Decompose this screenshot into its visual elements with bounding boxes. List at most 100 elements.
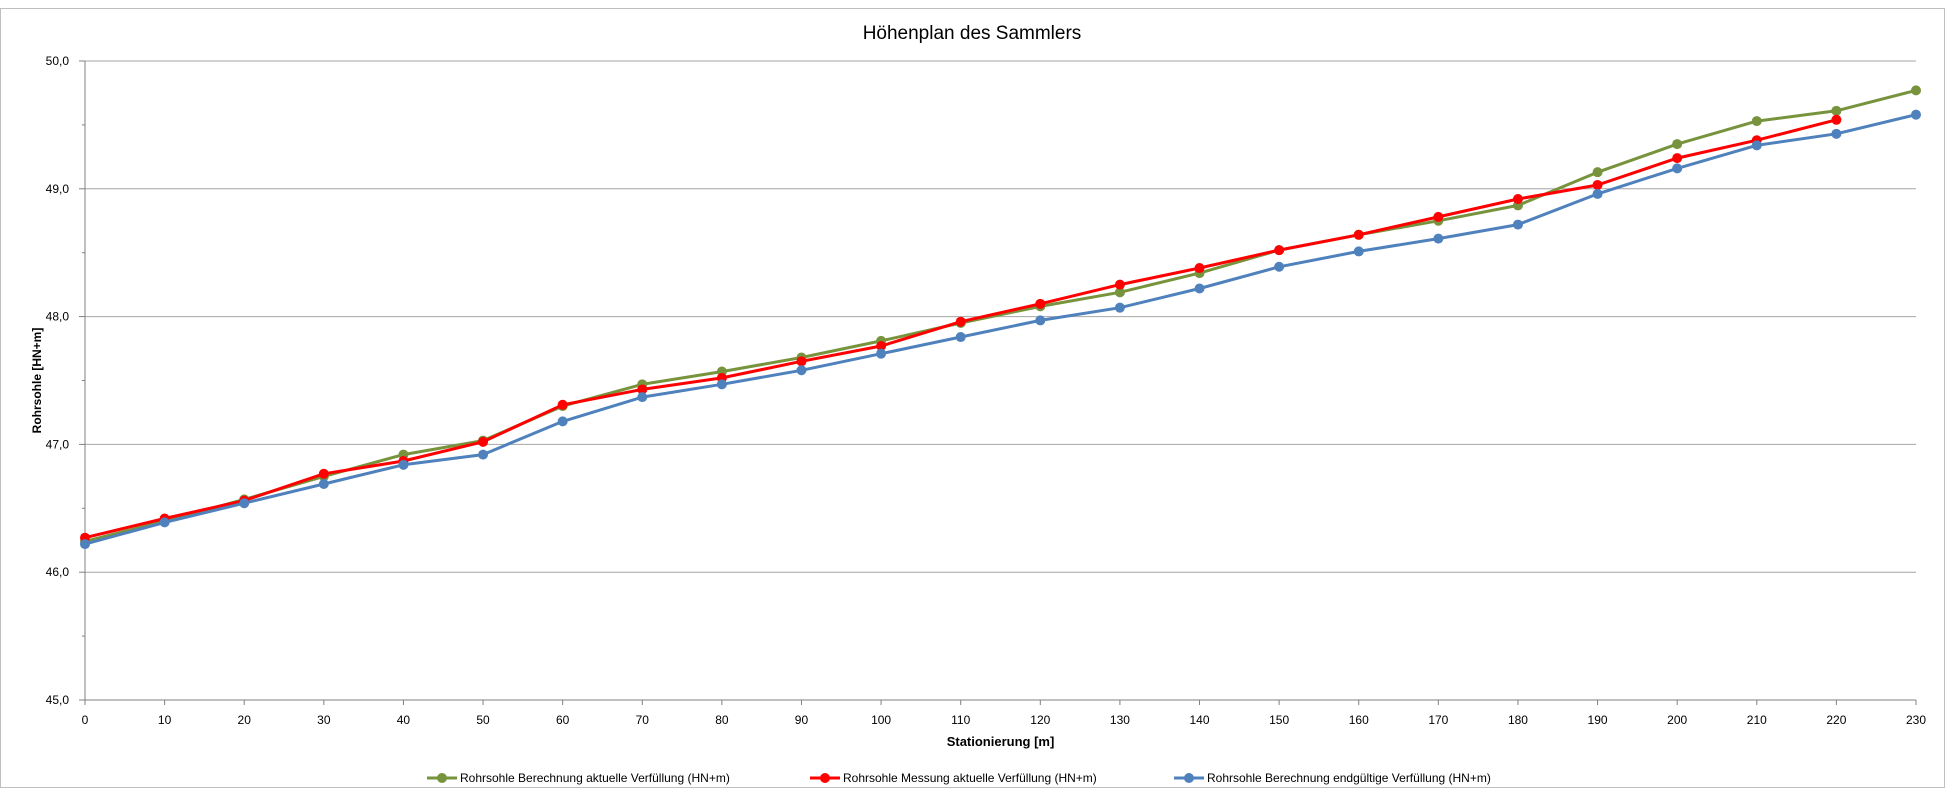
data-point [1592,188,1603,199]
x-tick-label: 50 [476,713,490,727]
x-tick-label: 180 [1508,713,1528,727]
x-tick-label: 230 [1906,713,1926,727]
legend-label: Rohrsohle Berechnung endgültige Verfüllu… [1207,771,1491,785]
data-point [955,316,966,327]
data-point [1353,246,1364,257]
chart-title: Höhenplan des Sammlers [863,23,1082,44]
data-point [1353,229,1364,240]
x-tick-label: 10 [158,713,172,727]
data-point [716,379,727,390]
data-point [557,416,568,427]
data-point [796,365,807,376]
y-tick-label: 45,0 [46,693,70,707]
data-point [80,539,90,550]
x-tick-label: 80 [715,713,729,727]
data-point [1274,261,1285,272]
y-tick-label: 48,0 [46,310,70,324]
data-point [637,384,648,395]
series-line [84,113,1917,546]
series-3 [80,109,1921,550]
data-point [1512,194,1523,205]
data-point [239,498,250,509]
data-point [1433,233,1444,244]
legend-marker [437,773,447,783]
data-point [1433,211,1444,222]
data-point [796,356,807,367]
x-axis-label: Stationierung [m] [947,734,1055,749]
x-tick-label: 130 [1110,713,1130,727]
data-point [637,392,648,403]
x-tick-label: 200 [1667,713,1687,727]
legend-label: Rohrsohle Messung aktuelle Verfüllung (H… [843,771,1097,785]
data-point [1592,179,1603,190]
x-tick-label: 190 [1588,713,1608,727]
legend-marker [1184,773,1194,783]
data-point [1274,245,1285,256]
data-point [318,468,329,479]
series-line [84,88,1917,543]
data-point [1194,283,1205,294]
legend-item-1: Rohrsohle Berechnung aktuelle Verfüllung… [427,771,730,785]
x-tick-labels: 0 10 20 30 40 50 60 70 80 90 100 110 120 130 140 150 160… [82,713,1927,727]
data-point [876,340,887,351]
x-tick-label: 150 [1269,713,1289,727]
y-axis-label: Rohrsohle [HN+m] [30,328,44,434]
data-point [1114,287,1125,298]
x-tick-label: 90 [795,713,809,727]
data-point [159,517,170,528]
data-point [1911,109,1921,120]
y-tick-label: 50,0 [46,54,70,68]
y-tick-label: 47,0 [46,437,70,451]
x-tick-label: 220 [1826,713,1846,727]
y-tick-labels: 45,0 46,0 47,0 48,0 49,0 50,0 [46,54,70,707]
chart-border [0,8,1945,788]
data-point [1672,139,1683,150]
data-point [1114,302,1125,313]
data-point [318,479,329,490]
x-tick-label: 110 [951,713,970,727]
data-point [1114,279,1125,290]
data-point [1512,219,1523,230]
data-point [1831,105,1842,116]
y-tick-label: 49,0 [46,182,70,196]
data-point [1751,116,1762,127]
x-tick-label: 0 [82,713,89,727]
legend-item-3: Rohrsohle Berechnung endgültige Verfüllu… [1174,771,1491,785]
x-tick-label: 30 [317,713,331,727]
legend: Rohrsohle Berechnung aktuelle Verfüllung… [427,771,1491,785]
data-point [1672,163,1683,174]
data-point [1035,315,1046,326]
data-point [1751,140,1762,151]
x-tick-label: 100 [871,713,891,727]
x-tick-label: 20 [238,713,252,727]
axes [79,60,1917,705]
data-point [1592,167,1603,178]
x-tick-label: 140 [1190,713,1210,727]
legend-label: Rohrsohle Berechnung aktuelle Verfüllung… [460,771,730,785]
data-point [557,399,568,410]
x-tick-label: 210 [1747,713,1767,727]
data-point [1035,298,1046,309]
data-point [876,348,887,359]
data-point [1672,153,1683,164]
x-tick-label: 120 [1030,713,1050,727]
legend-item-2: Rohrsohle Messung aktuelle Verfüllung (H… [810,771,1097,785]
series-layer [80,85,1921,550]
data-point [1831,114,1842,125]
data-point [1194,263,1205,274]
legend-marker [820,773,830,783]
x-tick-label: 70 [636,713,650,727]
data-point [1911,85,1921,96]
x-tick-label: 40 [397,713,411,727]
data-point [1831,128,1842,139]
data-point [478,436,489,447]
x-tick-label: 160 [1349,713,1369,727]
data-point [478,449,489,460]
x-tick-label: 60 [556,713,570,727]
data-point [398,459,409,470]
data-point [955,332,966,343]
y-tick-label: 46,0 [46,565,70,579]
x-tick-label: 170 [1428,713,1448,727]
